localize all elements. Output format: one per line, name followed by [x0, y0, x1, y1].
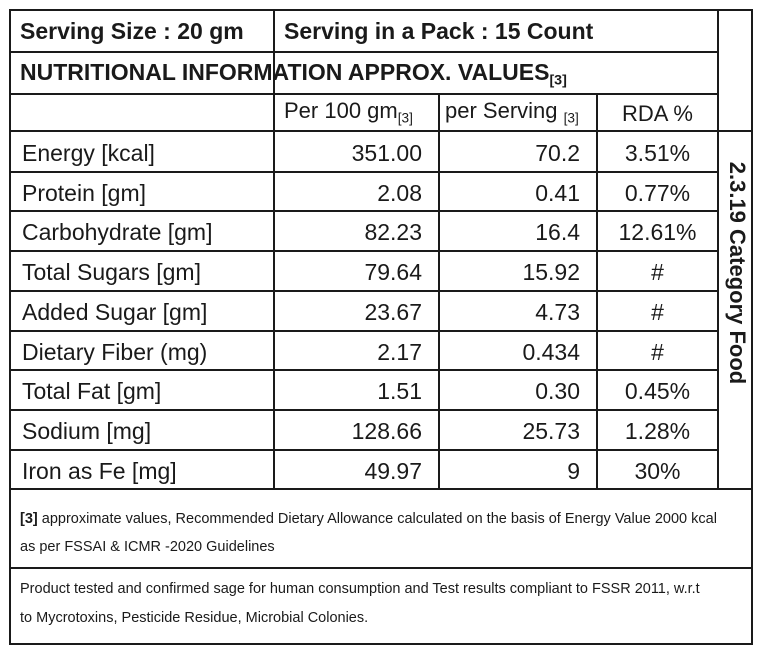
nutrient-name: Iron as Fe [mg]	[22, 458, 177, 484]
servings-per-pack: Serving in a Pack : 15 Count	[284, 18, 594, 44]
nutrient-name: Protein [gm]	[22, 180, 146, 206]
col-header-per-serving: per Serving [3]	[445, 98, 579, 126]
row-divider	[11, 449, 717, 451]
nutrient-name: Total Sugars [gm]	[22, 259, 201, 285]
per100-value: 79.64	[364, 259, 422, 285]
rule-under-title	[11, 93, 719, 95]
rda-value: #	[651, 259, 664, 285]
rule-category	[717, 11, 719, 488]
rda-value: 1.28%	[624, 418, 691, 444]
row-divider	[11, 171, 717, 173]
rule-footnote-bottom	[11, 567, 751, 569]
nutrition-label	[9, 9, 753, 645]
per-serving-value: 0.41	[535, 180, 580, 206]
rda-value: 30%	[634, 458, 681, 484]
footnote-ref: [3]	[20, 511, 38, 527]
serving-size: Serving Size : 20 gm	[20, 18, 244, 44]
row-divider	[11, 250, 717, 252]
per-serving-value: 0.30	[535, 378, 580, 404]
table-title: NUTRITIONAL INFORMATION APPROX. VALUES[3…	[20, 59, 567, 89]
per-serving-value: 15.92	[522, 259, 580, 285]
rda-value: 0.77%	[624, 180, 691, 206]
rule-table-bottom	[11, 488, 751, 490]
rule-col1	[273, 11, 275, 488]
per100-value: 351.00	[351, 140, 422, 166]
per-serving-value: 4.73	[535, 299, 580, 325]
col-header-rda: RDA %	[622, 101, 693, 126]
nutrient-name: Total Fat [gm]	[22, 378, 162, 404]
per100-value: 49.97	[364, 458, 422, 484]
per-serving-value: 16.4	[535, 219, 580, 245]
footnote-line2: as per FSSAI & ICMR -2020 Guidelines	[20, 539, 275, 555]
per100-value: 128.66	[351, 418, 422, 444]
nutrient-name: Dietary Fiber (mg)	[22, 339, 208, 365]
row-divider	[11, 330, 717, 332]
nutrient-name: Sodium [mg]	[22, 418, 152, 444]
per100-value: 23.67	[364, 299, 422, 325]
per100-value: 2.08	[377, 180, 422, 206]
nutrient-name: Added Sugar [gm]	[22, 299, 208, 325]
nutrient-name: Carbohydrate [gm]	[22, 219, 213, 245]
per-serving-value: 25.73	[522, 418, 580, 444]
per100-value: 2.17	[377, 339, 422, 365]
per-serving-value: 9	[567, 458, 580, 484]
rda-value: 12.61%	[618, 219, 697, 245]
rule-under-serving	[11, 51, 719, 53]
footnote-line1: [3] approximate values, Recommended Diet…	[20, 511, 717, 527]
per100-value: 1.51	[377, 378, 422, 404]
rda-value: 0.45%	[624, 378, 691, 404]
disclaimer-line1: Product tested and confirmed sage for hu…	[20, 581, 700, 597]
col-header-per100: Per 100 gm[3]	[284, 98, 413, 126]
row-divider	[11, 409, 717, 411]
per-serving-value: 0.434	[522, 339, 580, 365]
row-divider	[11, 369, 717, 371]
per100-value: 82.23	[364, 219, 422, 245]
title-ref: [3]	[549, 72, 567, 89]
rda-value: #	[651, 299, 664, 325]
rda-value: #	[651, 339, 664, 365]
per-serving-value: 70.2	[535, 140, 580, 166]
category-label: 2.3.19 Category Food	[725, 161, 750, 385]
nutrient-name: Energy [kcal]	[22, 140, 155, 166]
row-divider	[11, 290, 717, 292]
row-divider	[11, 210, 717, 212]
disclaimer-line2: to Mycrotoxins, Pesticide Residue, Micro…	[20, 610, 369, 626]
rda-value: 3.51%	[624, 140, 691, 166]
rule-under-colhead	[11, 130, 751, 132]
